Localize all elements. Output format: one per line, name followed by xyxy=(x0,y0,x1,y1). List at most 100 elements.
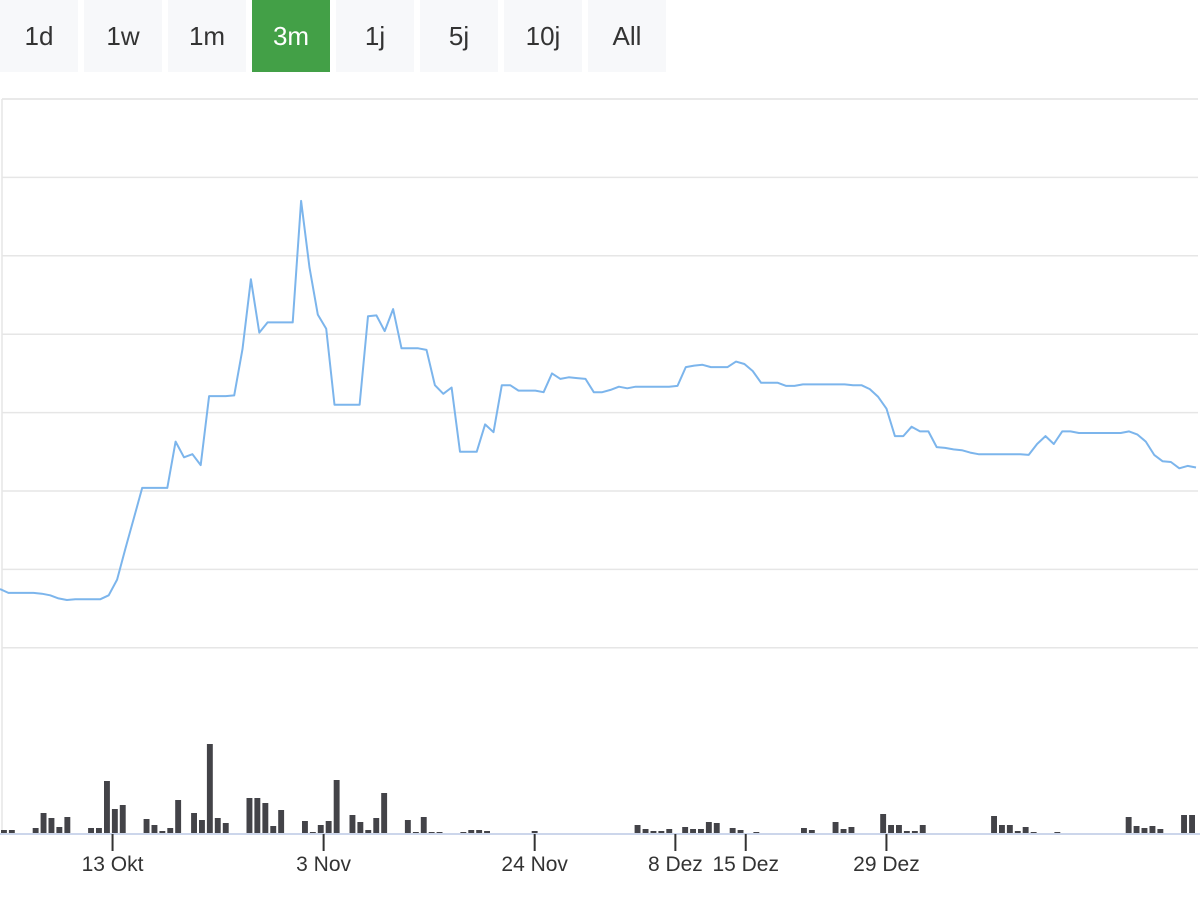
volume-bar xyxy=(325,821,332,833)
volume-bar xyxy=(381,793,388,833)
volume-bar xyxy=(713,823,720,833)
volume-bar xyxy=(333,780,340,833)
volume-bar xyxy=(476,830,483,833)
volume-bar xyxy=(373,818,380,833)
volume-bar xyxy=(666,829,673,833)
volume-bar xyxy=(104,781,110,833)
volume-bar xyxy=(1014,831,1021,833)
volume-bar xyxy=(214,818,221,833)
volume-bar xyxy=(531,831,538,833)
volume-bar xyxy=(1189,815,1195,833)
volume-bar xyxy=(404,820,411,833)
volume-bar xyxy=(705,822,712,833)
x-tick-label: 8 Dez xyxy=(648,853,703,876)
volume-bar xyxy=(1181,815,1187,833)
volume-bar xyxy=(1149,826,1156,833)
volume-bar xyxy=(903,831,910,833)
range-button-1d[interactable]: 1d xyxy=(0,0,78,72)
volume-bar xyxy=(460,832,467,833)
volume-bar xyxy=(365,830,372,833)
volume-bar xyxy=(119,805,126,833)
volume-bar xyxy=(1006,825,1013,833)
volume-bar xyxy=(64,817,71,833)
volume-bar xyxy=(848,827,855,833)
range-selector: 1d 1w 1m 3m 1j 5j 10j All xyxy=(0,0,672,72)
volume-bar xyxy=(262,803,269,833)
volume-bar xyxy=(991,816,997,833)
volume-bar xyxy=(698,829,704,833)
price-line xyxy=(0,199,1197,601)
volume-bar xyxy=(151,825,158,833)
x-tick-label: 29 Dez xyxy=(853,853,920,876)
volume-bar xyxy=(1141,828,1148,833)
volume-bar xyxy=(999,825,1005,833)
volume-bar xyxy=(832,822,839,833)
volume-bar xyxy=(309,832,316,833)
volume-bar xyxy=(919,825,926,833)
volume-bar xyxy=(420,817,427,833)
volume-bar xyxy=(436,832,443,833)
volume-bar xyxy=(808,830,815,833)
volume-bar xyxy=(206,744,213,833)
x-tick-label: 13 Okt xyxy=(82,853,144,876)
x-tick-label: 3 Nov xyxy=(296,853,351,876)
volume-bar xyxy=(246,798,253,833)
volume-bar xyxy=(254,798,261,833)
volume-bar xyxy=(896,825,902,833)
volume-bar xyxy=(801,828,807,833)
volume-bar xyxy=(40,813,47,833)
volume-bar xyxy=(468,830,475,833)
volume-bar xyxy=(428,832,435,833)
volume-bar xyxy=(1030,832,1037,833)
volume-bar xyxy=(222,823,229,833)
volume-bar xyxy=(1157,829,1164,833)
volume-bar xyxy=(412,832,419,833)
volume-bar xyxy=(357,822,364,833)
volume-bar xyxy=(278,810,285,833)
volume-bar xyxy=(167,828,174,833)
volume-bar xyxy=(840,829,847,833)
volume-bar xyxy=(484,831,490,833)
range-button-5j[interactable]: 5j xyxy=(420,0,498,72)
range-button-10j[interactable]: 10j xyxy=(504,0,582,72)
volume-bar xyxy=(270,826,277,833)
volume-bar xyxy=(634,825,641,833)
volume-bar xyxy=(1133,826,1140,833)
volume-bar xyxy=(8,830,15,833)
range-button-1j[interactable]: 1j xyxy=(336,0,414,72)
range-button-1m[interactable]: 1m xyxy=(168,0,246,72)
volume-bar xyxy=(737,830,744,833)
volume-bar xyxy=(88,828,94,833)
volume-bar xyxy=(302,821,308,833)
volume-bar xyxy=(1125,817,1132,833)
volume-bar xyxy=(48,818,55,833)
volume-bar xyxy=(32,828,39,833)
range-button-3m[interactable]: 3m xyxy=(252,0,330,72)
volume-bar xyxy=(888,825,894,833)
volume-bar xyxy=(650,831,657,833)
volume-bar xyxy=(111,809,118,833)
volume-bar xyxy=(658,831,665,833)
volume-bar xyxy=(1054,832,1061,833)
stock-chart: 13 Okt 3 Nov 24 Nov 8 Dez 15 Dez 29 Dez xyxy=(0,98,1200,876)
volume-bar xyxy=(143,819,150,833)
volume-bar xyxy=(1022,827,1029,833)
volume-bar xyxy=(729,828,736,833)
volume-bar xyxy=(753,832,760,833)
volume-bar xyxy=(317,825,324,833)
volume-bar xyxy=(911,831,918,833)
volume-bar xyxy=(690,829,696,833)
range-button-All[interactable]: All xyxy=(588,0,666,72)
volume-bar xyxy=(880,814,887,833)
volume-bar xyxy=(642,829,649,833)
volume-bar xyxy=(349,815,356,833)
volume-bar xyxy=(175,800,182,833)
x-tick-label: 15 Dez xyxy=(712,853,779,876)
volume-bar xyxy=(682,827,689,833)
volume-bar xyxy=(96,828,102,833)
volume-bar xyxy=(191,813,197,833)
volume-bar xyxy=(199,820,205,833)
volume-bar xyxy=(1,830,7,833)
range-button-1w[interactable]: 1w xyxy=(84,0,162,72)
volume-bar xyxy=(56,827,63,833)
